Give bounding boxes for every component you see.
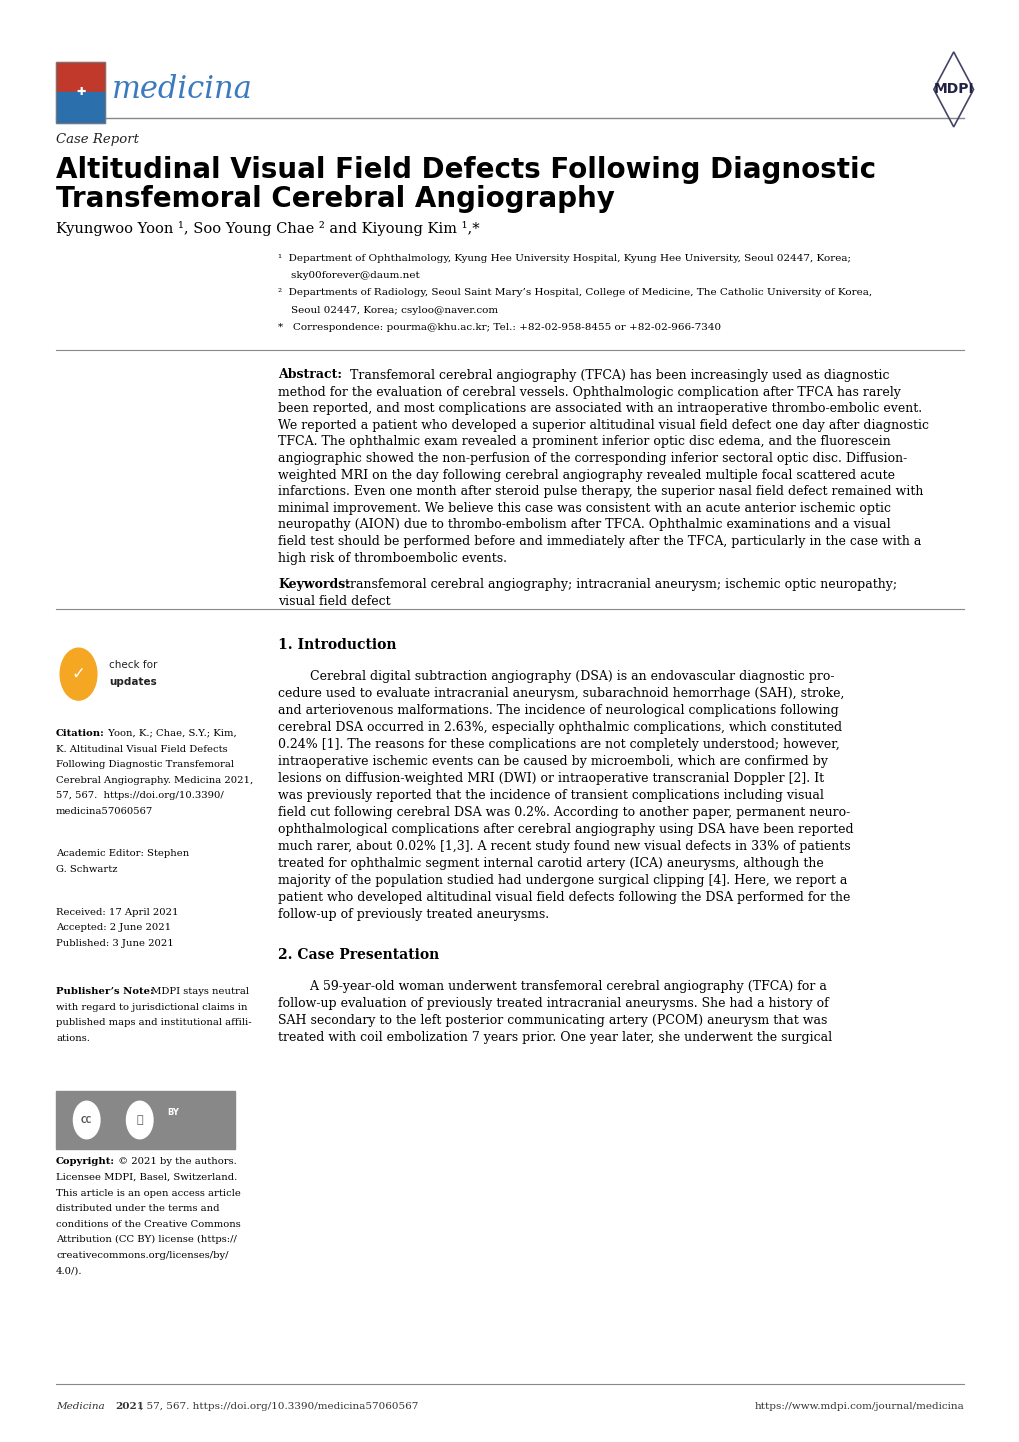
Text: ations.: ations. [56, 1034, 90, 1043]
Text: ¹  Department of Ophthalmology, Kyung Hee University Hospital, Kyung Hee Univers: ¹ Department of Ophthalmology, Kyung Hee… [278, 254, 851, 262]
Text: CC: CC [81, 1116, 93, 1125]
Text: MDPI: MDPI [932, 82, 973, 97]
Text: Medicina: Medicina [56, 1402, 108, 1410]
Text: Seoul 02447, Korea; csyloo@naver.com: Seoul 02447, Korea; csyloo@naver.com [278, 306, 498, 314]
Text: © 2021 by the authors.: © 2021 by the authors. [115, 1158, 236, 1167]
Text: Kyungwoo Yoon ¹, Soo Young Chae ² and Kiyoung Kim ¹,*: Kyungwoo Yoon ¹, Soo Young Chae ² and Ki… [56, 221, 479, 235]
Text: with regard to jurisdictional claims in: with regard to jurisdictional claims in [56, 1004, 248, 1012]
Text: intraoperative ischemic events can be caused by microemboli, which are confirmed: intraoperative ischemic events can be ca… [278, 756, 827, 769]
Text: G. Schwartz: G. Schwartz [56, 865, 117, 874]
Text: angiographic showed the non-perfusion of the corresponding inferior sectoral opt: angiographic showed the non-perfusion of… [278, 453, 907, 466]
Text: majority of the population studied had undergone surgical clipping [4]. Here, we: majority of the population studied had u… [278, 874, 847, 887]
Text: field cut following cerebral DSA was 0.2%. According to another paper, permanent: field cut following cerebral DSA was 0.2… [278, 806, 850, 819]
Text: A 59-year-old woman underwent transfemoral cerebral angiography (TFCA) for a: A 59-year-old woman underwent transfemor… [278, 981, 826, 994]
Circle shape [73, 1102, 100, 1139]
Circle shape [126, 1102, 153, 1139]
Text: Keywords:: Keywords: [278, 578, 350, 591]
Text: Copyright:: Copyright: [56, 1158, 115, 1167]
Text: Cerebral Angiography. Medicina 2021,: Cerebral Angiography. Medicina 2021, [56, 776, 253, 784]
Text: BY: BY [167, 1109, 179, 1118]
Text: transfemoral cerebral angiography; intracranial aneurysm; ischemic optic neuropa: transfemoral cerebral angiography; intra… [344, 578, 896, 591]
Text: 2. Case Presentation: 2. Case Presentation [278, 949, 439, 962]
Text: patient who developed altitudinal visual field defects following the DSA perform: patient who developed altitudinal visual… [278, 891, 850, 904]
Text: visual field defect: visual field defect [278, 594, 390, 609]
Bar [56, 62, 105, 123]
Text: ✓: ✓ [71, 665, 86, 684]
Text: Transfemoral Cerebral Angiography: Transfemoral Cerebral Angiography [56, 185, 614, 212]
Text: neuropathy (AION) due to thrombo-embolism after TFCA. Ophthalmic examinations an: neuropathy (AION) due to thrombo-embolis… [278, 519, 891, 532]
Text: This article is an open access article: This article is an open access article [56, 1188, 240, 1198]
Text: been reported, and most complications are associated with an intraoperative thro: been reported, and most complications ar… [278, 402, 921, 415]
Bar [56, 62, 105, 92]
Text: follow-up evaluation of previously treated intracranial aneurysms. She had a his: follow-up evaluation of previously treat… [278, 996, 828, 1009]
Text: cerebral DSA occurred in 2.63%, especially ophthalmic complications, which const: cerebral DSA occurred in 2.63%, especial… [278, 721, 842, 734]
Text: method for the evaluation of cerebral vessels. Ophthalmologic complication after: method for the evaluation of cerebral ve… [278, 385, 901, 399]
Text: Cerebral digital subtraction angiography (DSA) is an endovascular diagnostic pro: Cerebral digital subtraction angiography… [278, 669, 835, 684]
Text: Received: 17 April 2021: Received: 17 April 2021 [56, 908, 178, 917]
Text: Academic Editor: Stephen: Academic Editor: Stephen [56, 849, 190, 858]
Text: updates: updates [109, 678, 157, 686]
Text: cedure used to evaluate intracranial aneurysm, subarachnoid hemorrhage (SAH), st: cedure used to evaluate intracranial ane… [278, 686, 844, 699]
Text: infarctions. Even one month after steroid pulse therapy, the superior nasal fiel: infarctions. Even one month after steroi… [278, 485, 923, 499]
Text: ²  Departments of Radiology, Seoul Saint Mary’s Hospital, College of Medicine, T: ² Departments of Radiology, Seoul Saint … [278, 288, 871, 297]
Text: treated with coil embolization 7 years prior. One year later, she underwent the : treated with coil embolization 7 years p… [278, 1031, 832, 1044]
Text: ophthalmological complications after cerebral angiography using DSA have been re: ophthalmological complications after cer… [278, 823, 853, 836]
Text: follow-up of previously treated aneurysms.: follow-up of previously treated aneurysm… [278, 908, 549, 921]
Text: medicina: medicina [112, 74, 253, 105]
Text: much rarer, about 0.02% [1,3]. A recent study found new visual defects in 33% of: much rarer, about 0.02% [1,3]. A recent … [278, 839, 850, 854]
Text: K. Altitudinal Visual Field Defects: K. Altitudinal Visual Field Defects [56, 744, 227, 754]
Text: Publisher’s Note:: Publisher’s Note: [56, 988, 154, 996]
Text: conditions of the Creative Commons: conditions of the Creative Commons [56, 1220, 240, 1229]
Text: 2021: 2021 [115, 1402, 144, 1410]
Text: check for: check for [109, 660, 157, 669]
Text: 57, 567.  https://doi.org/10.3390/: 57, 567. https://doi.org/10.3390/ [56, 792, 223, 800]
Text: Case Report: Case Report [56, 133, 139, 146]
Text: 0.24% [1]. The reasons for these complications are not completely understood; ho: 0.24% [1]. The reasons for these complic… [278, 738, 840, 751]
Text: creativecommons.org/licenses/by/: creativecommons.org/licenses/by/ [56, 1252, 228, 1260]
Text: We reported a patient who developed a superior altitudinal visual field defect o: We reported a patient who developed a su… [278, 418, 928, 433]
Text: treated for ophthalmic segment internal carotid artery (ICA) aneurysms, although: treated for ophthalmic segment internal … [278, 857, 823, 870]
Text: Altitudinal Visual Field Defects Following Diagnostic: Altitudinal Visual Field Defects Followi… [56, 156, 875, 183]
Text: lesions on diffusion-weighted MRI (DWI) or intraoperative transcranial Doppler [: lesions on diffusion-weighted MRI (DWI) … [278, 771, 823, 784]
Text: Transfemoral cerebral angiography (TFCA) has been increasingly used as diagnosti: Transfemoral cerebral angiography (TFCA)… [341, 369, 889, 382]
Text: and arteriovenous malformations. The incidence of neurological complications fol: and arteriovenous malformations. The inc… [278, 704, 839, 717]
Text: field test should be performed before and immediately after the TFCA, particular: field test should be performed before an… [278, 535, 921, 548]
Text: published maps and institutional affili-: published maps and institutional affili- [56, 1018, 252, 1028]
Text: Citation:: Citation: [56, 730, 105, 738]
Text: medicina57060567: medicina57060567 [56, 808, 153, 816]
Text: high risk of thromboembolic events.: high risk of thromboembolic events. [278, 552, 507, 565]
Text: Published: 3 June 2021: Published: 3 June 2021 [56, 939, 173, 947]
Text: Licensee MDPI, Basel, Switzerland.: Licensee MDPI, Basel, Switzerland. [56, 1174, 237, 1182]
Circle shape [60, 649, 97, 701]
Text: SAH secondary to the left posterior communicating artery (PCOM) aneurysm that wa: SAH secondary to the left posterior comm… [278, 1014, 827, 1027]
Text: Following Diagnostic Transfemoral: Following Diagnostic Transfemoral [56, 760, 234, 769]
Bar [56, 92, 105, 123]
Text: Attribution (CC BY) license (https://: Attribution (CC BY) license (https:// [56, 1236, 236, 1244]
Text: Yoon, K.; Chae, S.Y.; Kim,: Yoon, K.; Chae, S.Y.; Kim, [105, 730, 236, 738]
Text: Abstract:: Abstract: [278, 368, 342, 381]
Bar [56, 1092, 234, 1149]
Text: minimal improvement. We believe this case was consistent with an acute anterior : minimal improvement. We believe this cas… [278, 502, 891, 515]
Text: 4.0/).: 4.0/). [56, 1266, 83, 1276]
Text: Accepted: 2 June 2021: Accepted: 2 June 2021 [56, 923, 171, 933]
Text: TFCA. The ophthalmic exam revealed a prominent inferior optic disc edema, and th: TFCA. The ophthalmic exam revealed a pro… [278, 435, 891, 448]
Text: https://www.mdpi.com/journal/medicina: https://www.mdpi.com/journal/medicina [753, 1402, 963, 1410]
Text: sky00forever@daum.net: sky00forever@daum.net [278, 271, 420, 280]
Text: MDPI stays neutral: MDPI stays neutral [148, 988, 249, 996]
Text: distributed under the terms and: distributed under the terms and [56, 1204, 219, 1213]
Text: Ⓘ: Ⓘ [137, 1115, 143, 1125]
Text: 1. Introduction: 1. Introduction [278, 637, 396, 652]
Text: *   Correspondence: pourma@khu.ac.kr; Tel.: +82-02-958-8455 or +82-02-966-7340: * Correspondence: pourma@khu.ac.kr; Tel.… [278, 323, 720, 332]
Text: was previously reported that the incidence of transient complications including : was previously reported that the inciden… [278, 789, 823, 802]
Text: , 57, 567. https://doi.org/10.3390/medicina57060567: , 57, 567. https://doi.org/10.3390/medic… [140, 1402, 418, 1410]
Text: weighted MRI on the day following cerebral angiography revealed multiple focal s: weighted MRI on the day following cerebr… [278, 469, 895, 482]
Text: ✚: ✚ [75, 88, 86, 97]
